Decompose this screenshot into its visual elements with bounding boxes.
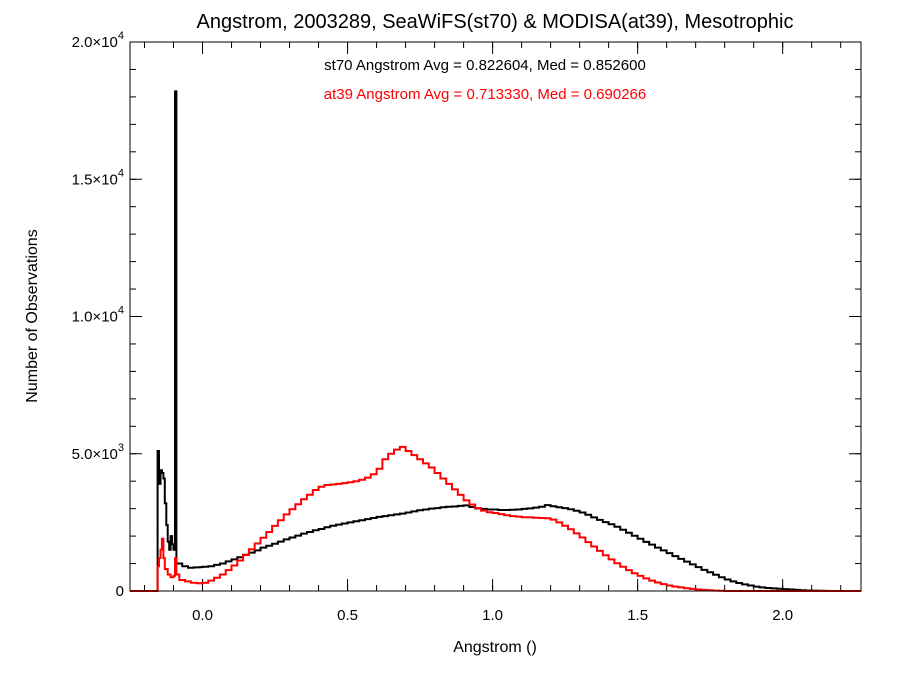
x-tick-label: 0.0 xyxy=(192,607,213,624)
annotation-at39: at39 Angstrom Avg = 0.713330, Med = 0.69… xyxy=(324,86,646,103)
y-tick-label: 1.5×104 xyxy=(72,167,124,188)
x-tick-label: 0.5 xyxy=(337,607,358,624)
y-tick-label: 1.0×104 xyxy=(72,305,124,326)
x-tick-label: 1.5 xyxy=(627,607,648,624)
x-axis-label: Angstrom () xyxy=(453,639,537,656)
y-tick-label: 0 xyxy=(116,583,124,600)
series-at39-line xyxy=(130,445,861,592)
axis-ticks: 0.0 0.5 1.0 1.5 2.0 0 5.0×103 1.0×104 1.5×104 2.0… xyxy=(72,30,861,624)
plot-series xyxy=(130,90,861,592)
y-tick-label: 5.0×103 xyxy=(72,442,124,463)
series-st70-line xyxy=(156,90,861,592)
chart-title: Angstrom, 2003289, SeaWiFS(st70) & MODIS… xyxy=(197,11,794,33)
annotation-st70: st70 Angstrom Avg = 0.822604, Med = 0.85… xyxy=(324,57,646,74)
x-tick-label: 2.0 xyxy=(772,607,793,624)
y-axis-label: Number of Observations xyxy=(24,229,41,402)
plot-frame xyxy=(129,41,862,592)
x-tick-label: 1.0 xyxy=(482,607,503,624)
y-tick-label: 2.0×104 xyxy=(72,30,124,51)
